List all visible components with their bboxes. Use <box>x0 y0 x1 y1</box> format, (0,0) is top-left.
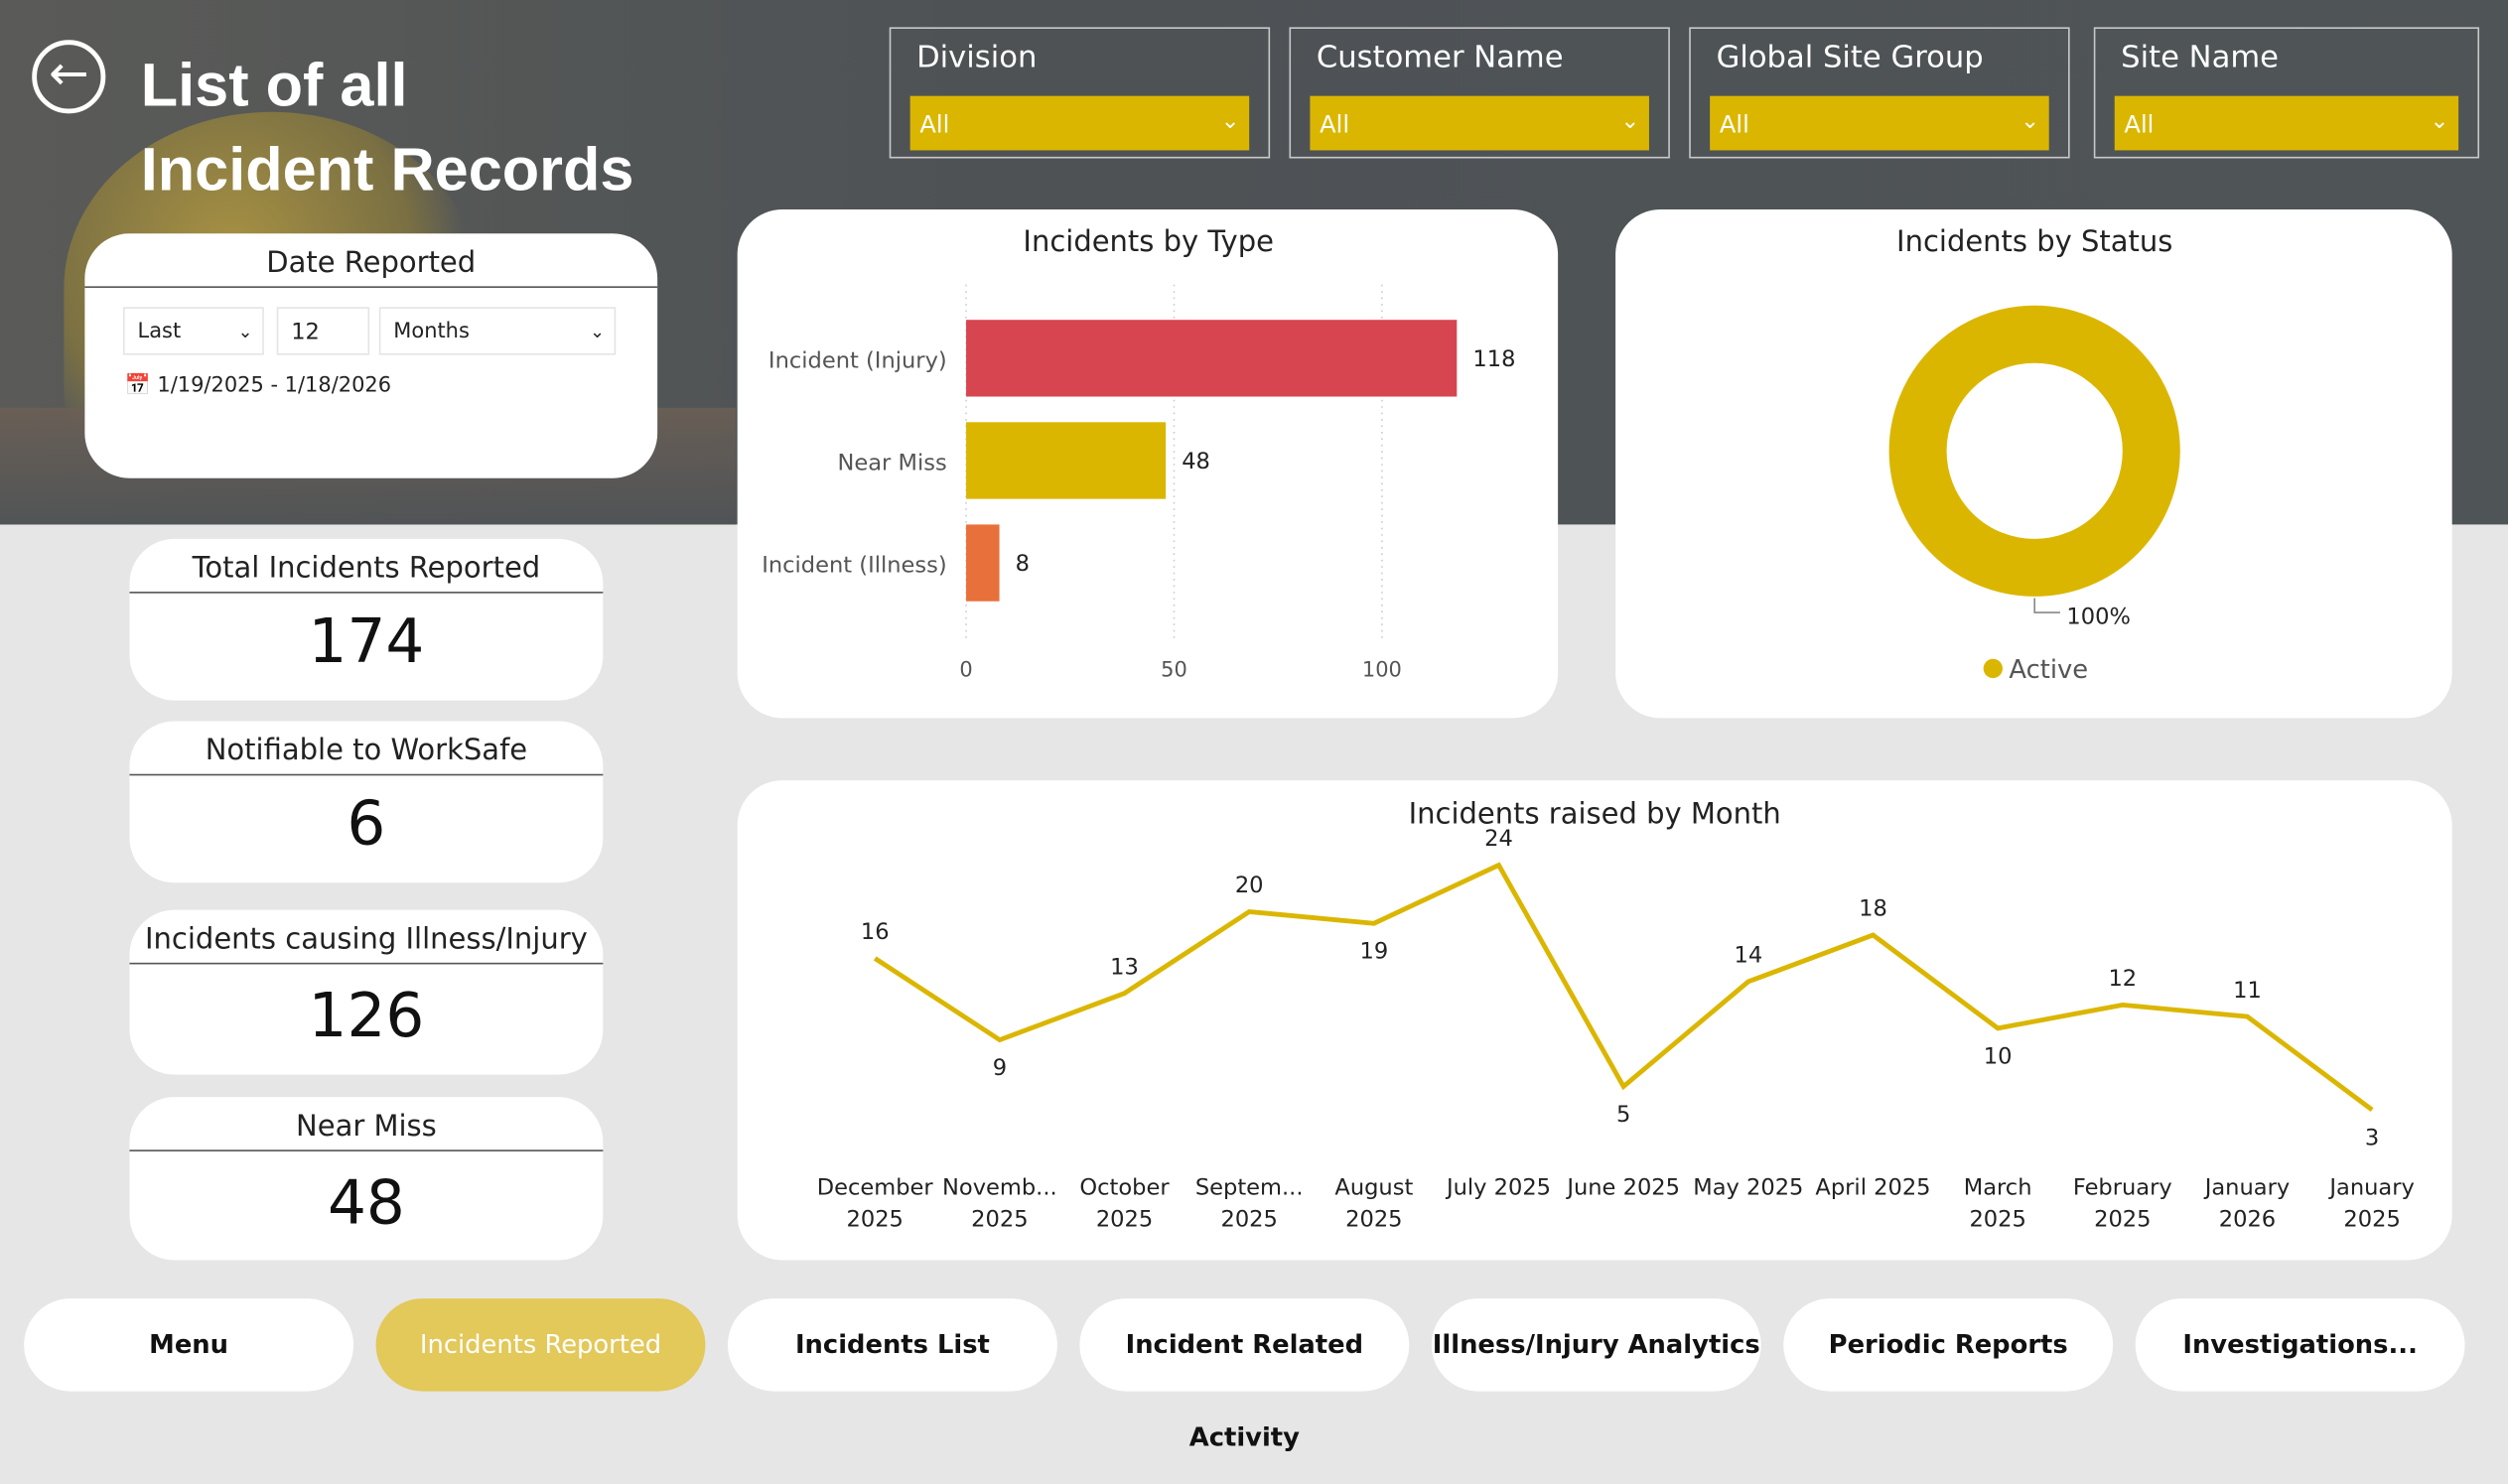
data-label: 20 <box>1235 873 1264 898</box>
x-tick-label: 2026 <box>2219 1207 2276 1233</box>
leader-line <box>2034 599 2060 612</box>
x-tick-label: Novemb... <box>942 1174 1057 1200</box>
x-tick-label: June 2025 <box>1565 1174 1680 1200</box>
x-tick-label: December <box>817 1174 934 1200</box>
donut-chart-title: Incidents by Status <box>1896 224 2172 258</box>
x-tick-label: October <box>1079 1174 1170 1200</box>
data-label: 118 <box>1472 346 1515 372</box>
data-label: 10 <box>1984 1043 2013 1069</box>
slice-label: 100% <box>2066 604 2130 629</box>
nav-incidents-list-button[interactable]: Incidents List <box>728 1298 1057 1391</box>
charts-layer: Incidents by Type 0 50 100 Incident (Injury… <box>0 0 2508 1421</box>
bar-chart-title: Incidents by Type <box>1023 224 1274 258</box>
bar <box>966 320 1457 396</box>
line-chart: 16December20259Novemb...202513October202… <box>817 826 2415 1232</box>
donut-slice <box>1918 335 2152 568</box>
nav-incident-related-activity-button[interactable]: Incident Related Activity <box>1079 1298 1409 1391</box>
legend-marker <box>1984 659 2003 678</box>
data-label: 14 <box>1734 943 1762 969</box>
nav-periodic-reports-button[interactable]: Periodic Reports <box>1783 1298 2113 1391</box>
data-label: 5 <box>1616 1102 1630 1128</box>
data-label: 12 <box>2108 966 2137 992</box>
x-tick-label: April 2025 <box>1815 1174 1930 1200</box>
x-tick-label: March <box>1964 1174 2032 1200</box>
x-tick-label: 2025 <box>1096 1207 1153 1233</box>
x-tick-label: January <box>2203 1174 2290 1200</box>
category-label: Incident (Injury) <box>768 348 947 374</box>
x-tick-label: January <box>2327 1174 2414 1200</box>
x-tick-label: 2025 <box>971 1207 1028 1233</box>
data-label: 8 <box>1016 551 1030 577</box>
x-tick-label: 2025 <box>847 1207 904 1233</box>
x-tick-label: 2025 <box>1345 1207 1402 1233</box>
x-tick-label: 2025 <box>1969 1207 2025 1233</box>
data-label: 48 <box>1182 449 1210 474</box>
x-tick-label: Septem... <box>1195 1174 1304 1200</box>
x-tick-label: August <box>1334 1174 1413 1200</box>
x-tick-label: July 2025 <box>1445 1174 1551 1200</box>
category-label: Incident (Illness) <box>762 553 947 579</box>
x-tick-label: May 2025 <box>1693 1174 1803 1200</box>
data-label: 19 <box>1359 939 1388 965</box>
line-chart-title: Incidents raised by Month <box>1409 797 1781 831</box>
data-label: 16 <box>861 919 890 945</box>
data-label: 18 <box>1859 896 1887 922</box>
x-tick-label: 2025 <box>2343 1207 2400 1233</box>
bar <box>966 524 1000 601</box>
x-tick-label: 2025 <box>2094 1207 2151 1233</box>
x-tick-label: 0 <box>959 657 972 681</box>
series-line <box>875 866 2372 1110</box>
bar-chart: 0 50 100 Incident (Injury) 118 Near Miss 48 Inc… <box>762 285 1515 682</box>
nav-investigations-button[interactable]: Investigations... <box>2136 1298 2465 1391</box>
data-label: 3 <box>2365 1125 2379 1150</box>
legend-label: Active <box>2009 655 2088 685</box>
nav-illness-injury-analytics-button[interactable]: Illness/Injury Analytics <box>1432 1298 1761 1391</box>
category-label: Near Miss <box>838 451 947 476</box>
nav-menu-button[interactable]: Menu <box>24 1298 353 1391</box>
data-label: 9 <box>993 1055 1007 1081</box>
data-label: 24 <box>1484 826 1513 852</box>
data-label: 11 <box>2233 978 2262 1004</box>
bar <box>966 422 1166 498</box>
nav-incidents-reported-button[interactable]: Incidents Reported <box>376 1298 706 1391</box>
x-tick-label: 50 <box>1161 657 1187 681</box>
donut-chart: 100% Active <box>1918 335 2152 685</box>
data-label: 13 <box>1110 954 1139 980</box>
x-tick-label: February <box>2073 1174 2172 1200</box>
x-tick-label: 2025 <box>1220 1207 1277 1233</box>
x-tick-label: 100 <box>1362 657 1402 681</box>
